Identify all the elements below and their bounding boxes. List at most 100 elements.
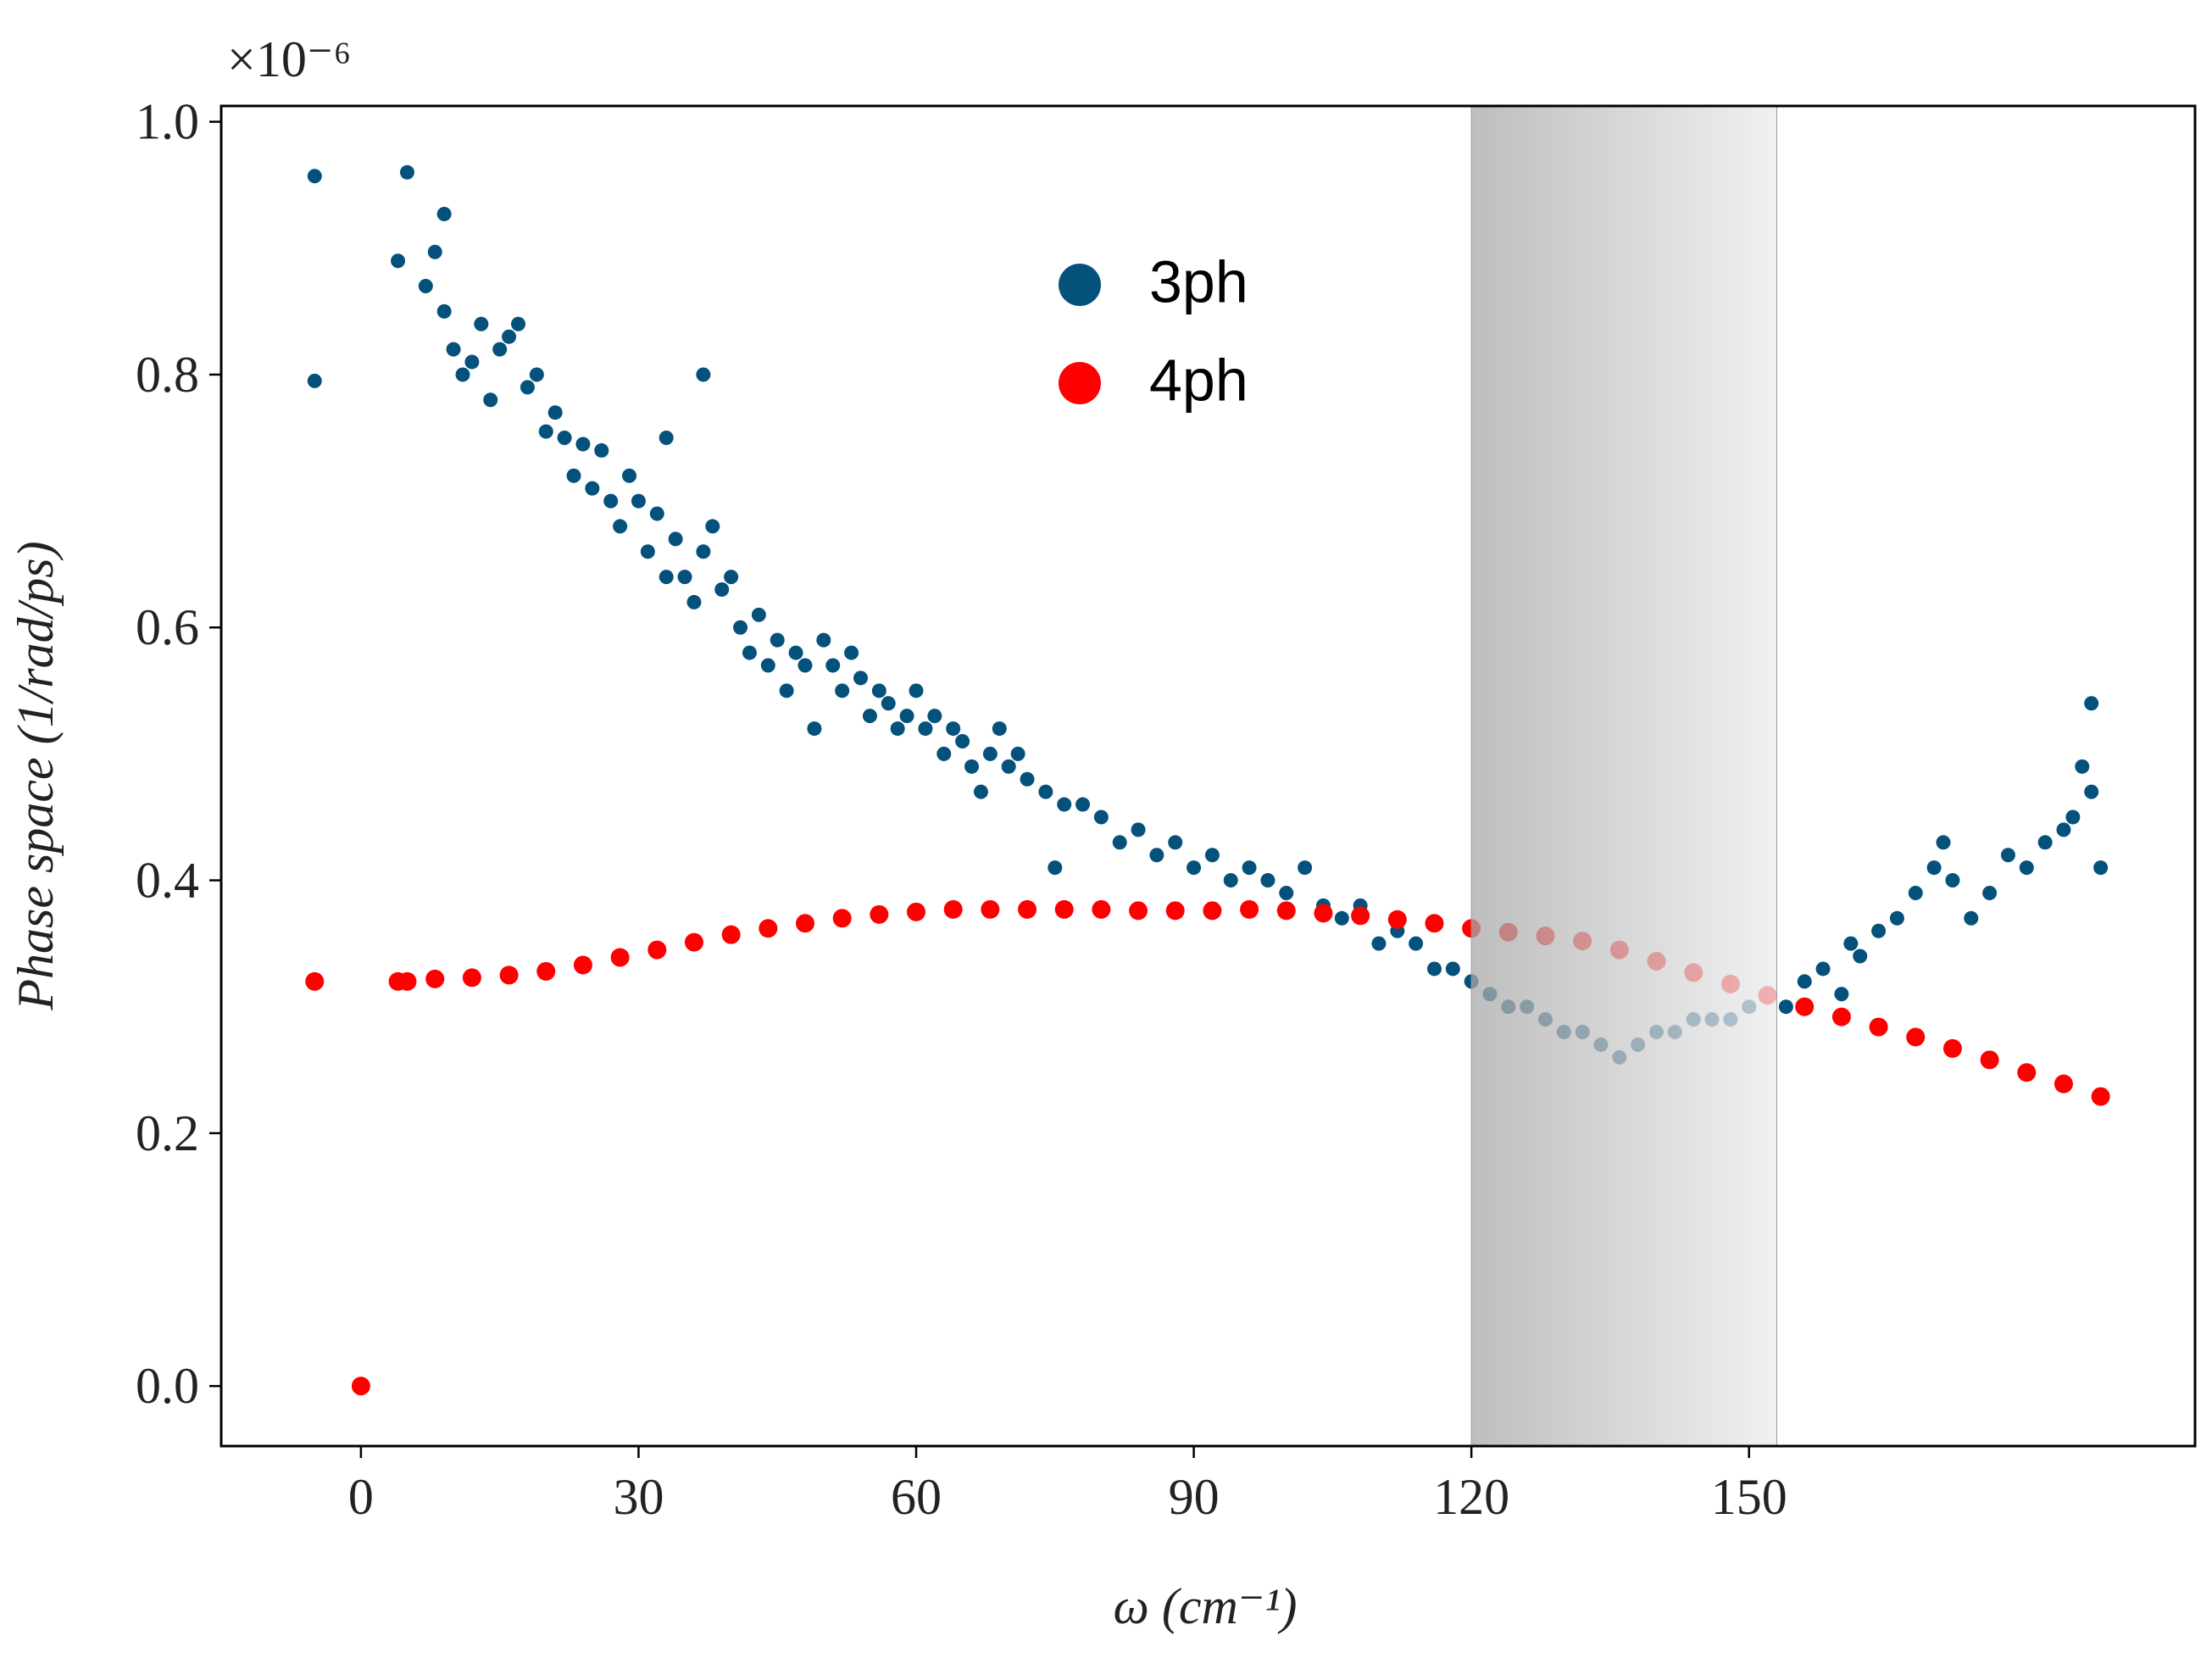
- data-point: [462, 968, 481, 988]
- data-point: [1168, 835, 1183, 850]
- data-point: [2019, 860, 2034, 876]
- x-axis-label: ω (cm⁻¹): [1114, 1578, 1298, 1634]
- data-point: [1351, 906, 1370, 926]
- data-point: [2056, 822, 2071, 837]
- data-point: [1112, 835, 1127, 850]
- data-point: [492, 342, 508, 357]
- data-point: [1242, 860, 1257, 876]
- data-point: [1010, 746, 1025, 761]
- data-point: [529, 367, 544, 382]
- data-point: [538, 424, 553, 439]
- data-point: [436, 207, 452, 222]
- y-tick-label: 1.0: [136, 94, 199, 150]
- data-point: [832, 909, 852, 928]
- data-point: [1371, 936, 1387, 951]
- data-point: [594, 442, 609, 458]
- x-tick-label: 30: [613, 1469, 664, 1525]
- data-point: [499, 965, 519, 985]
- data-point: [307, 373, 322, 388]
- data-point: [520, 380, 535, 395]
- data-point: [1795, 997, 1815, 1016]
- data-point: [351, 1377, 370, 1396]
- data-point: [714, 582, 730, 598]
- data-point: [1797, 974, 1812, 989]
- data-point: [659, 431, 674, 446]
- data-point: [2000, 848, 2015, 863]
- data-point: [955, 733, 970, 748]
- y-tick-label: 0.2: [136, 1105, 199, 1161]
- data-point: [397, 971, 417, 991]
- data-point: [870, 904, 889, 924]
- data-point: [1831, 1007, 1851, 1027]
- data-point: [391, 253, 406, 269]
- data-point: [649, 506, 664, 521]
- data-point: [603, 493, 619, 509]
- data-point: [1020, 771, 1035, 787]
- data-point: [510, 316, 525, 331]
- data-point: [425, 969, 445, 988]
- x-tick-label: 90: [1169, 1469, 1220, 1525]
- data-point: [1843, 936, 1859, 951]
- data-point: [659, 570, 674, 585]
- data-point: [844, 645, 859, 660]
- data-point: [610, 948, 630, 967]
- data-point: [1778, 999, 1793, 1015]
- data-point: [1093, 810, 1109, 825]
- x-tick-label: 150: [1711, 1469, 1787, 1525]
- data-point: [647, 940, 667, 960]
- data-point: [946, 721, 961, 737]
- data-point: [1149, 848, 1164, 863]
- data-point: [677, 570, 692, 585]
- legend-label: 4ph: [1149, 347, 1248, 413]
- data-point: [2084, 696, 2099, 711]
- data-point: [427, 244, 442, 259]
- data-point: [418, 279, 433, 294]
- legend-marker: [1059, 264, 1101, 306]
- data-point: [631, 493, 646, 509]
- data-point: [881, 696, 896, 711]
- data-point: [1276, 901, 1296, 921]
- data-point: [964, 759, 980, 774]
- x-tick-label: 0: [348, 1469, 374, 1525]
- data-point: [1279, 885, 1294, 900]
- data-point: [1926, 860, 1942, 876]
- data-point: [982, 746, 998, 761]
- data-point: [1445, 961, 1460, 976]
- data-point: [1425, 914, 1444, 933]
- data-point: [2054, 1074, 2073, 1093]
- data-point: [1409, 936, 1424, 951]
- data-point: [1092, 899, 1111, 919]
- data-point: [696, 544, 711, 559]
- data-point: [798, 658, 813, 673]
- y-tick-label: 0.8: [136, 347, 199, 403]
- data-point: [1314, 904, 1333, 923]
- data-point: [1426, 961, 1442, 976]
- data-point: [557, 431, 572, 446]
- data-point: [1815, 961, 1831, 976]
- data-point: [2065, 810, 2081, 825]
- data-point: [816, 632, 831, 648]
- data-point: [2084, 784, 2099, 799]
- data-point: [483, 392, 498, 408]
- data-point: [899, 709, 914, 724]
- y-tick-label: 0.0: [136, 1358, 199, 1414]
- data-point: [943, 899, 963, 919]
- data-point: [807, 721, 822, 737]
- data-point: [446, 342, 461, 357]
- data-point: [890, 721, 905, 737]
- data-point: [575, 437, 591, 452]
- data-point: [566, 468, 581, 483]
- data-point: [1057, 797, 1072, 812]
- data-point: [871, 683, 886, 698]
- data-point: [705, 519, 720, 534]
- axis-multiplier: ×10⁻⁶: [227, 31, 351, 87]
- data-point: [1982, 885, 1998, 900]
- data-point: [770, 632, 785, 648]
- data-point: [909, 683, 924, 698]
- data-point: [696, 367, 711, 382]
- data-point: [547, 405, 563, 420]
- legend: 3ph 4ph: [1059, 248, 1248, 413]
- data-point: [1223, 873, 1238, 888]
- data-point: [1260, 873, 1276, 888]
